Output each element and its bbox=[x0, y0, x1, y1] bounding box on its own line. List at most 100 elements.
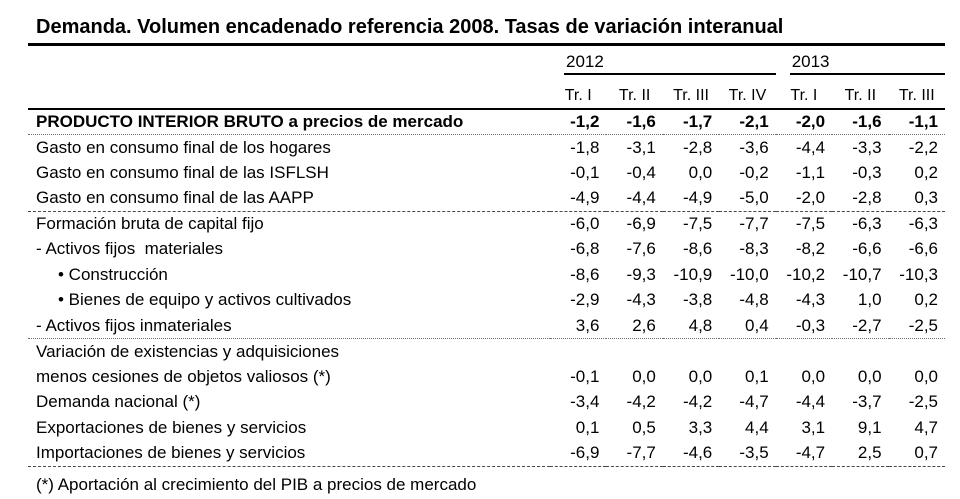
table-row: Formación bruta de capital fijo -6,0 -6,9 -… bbox=[28, 211, 945, 237]
row-label: Exportaciones de bienes y servicios bbox=[36, 417, 307, 437]
cell-value: -6,6 bbox=[852, 239, 882, 259]
cell-value: 0,7 bbox=[888, 440, 945, 467]
cell-value: 9,1 bbox=[857, 417, 882, 437]
year-header-2013-cell: 2013 bbox=[776, 46, 945, 75]
cell-value: -0,4 bbox=[626, 162, 656, 182]
years-row-spacer bbox=[28, 46, 550, 75]
cell-value: -6,0 bbox=[570, 214, 600, 233]
table-row: Importaciones de bienes y servicios -6,9-… bbox=[28, 440, 945, 467]
cell-value bbox=[889, 339, 945, 365]
row-label: • Construcción bbox=[58, 264, 168, 284]
cell-value: 2,6 bbox=[606, 313, 663, 339]
cell-value: -1,1 bbox=[888, 109, 945, 135]
cell-value: 4,4 bbox=[745, 417, 769, 437]
cell-value: -2,9 bbox=[570, 290, 600, 310]
cell-value: 0,0 bbox=[914, 366, 938, 386]
row-label: • Bienes de equipo y activos cultivados bbox=[58, 290, 352, 310]
table-row: Variación de existencias y adquisiciones bbox=[28, 339, 945, 365]
table-row: • Construcción -8,6 -9,3 -10,9 -10,0 -10,2 -10… bbox=[28, 262, 945, 288]
cell-value: -4,6 bbox=[662, 440, 720, 467]
row-label: PRODUCTO INTERIOR BRUTO a precios de mer… bbox=[28, 109, 550, 135]
cell-value: 0,0 bbox=[688, 366, 713, 386]
cell-value: -10,9 bbox=[673, 264, 713, 284]
cell-value: -4,4 bbox=[606, 185, 663, 212]
quarters-row: Tr. I Tr. II Tr. III Tr. IV Tr. I Tr. II… bbox=[28, 75, 945, 110]
table-row: Gasto en consumo final de los hogares -1,… bbox=[28, 135, 945, 161]
quarter-header: Tr. II bbox=[832, 75, 889, 110]
quarter-header: Tr. II bbox=[606, 75, 663, 110]
row-label: Gasto en consumo final de las ISFLSH bbox=[36, 162, 329, 182]
cell-value: -8,6 bbox=[682, 239, 713, 259]
cell-value: -10,2 bbox=[786, 264, 826, 284]
cell-value bbox=[663, 339, 719, 365]
cell-value: -0,1 bbox=[570, 366, 600, 386]
cell-value: 0,0 bbox=[632, 366, 656, 386]
cell-value: -4,2 bbox=[682, 392, 713, 412]
cell-value: -8,2 bbox=[795, 239, 826, 259]
cell-value: -7,7 bbox=[739, 214, 769, 233]
cell-value: -4,3 bbox=[626, 290, 656, 310]
cell-value: -2,8 bbox=[682, 137, 713, 157]
quarter-header: Tr. I bbox=[550, 75, 607, 110]
cell-value: -0,1 bbox=[570, 162, 600, 182]
cell-value: -2,7 bbox=[832, 313, 889, 339]
cell-value: -3,4 bbox=[570, 392, 600, 412]
cell-value: -4,3 bbox=[795, 290, 826, 310]
cell-value: -6,9 bbox=[626, 214, 656, 233]
cell-value: 4,7 bbox=[914, 417, 938, 437]
title-block: Demanda. Volumen encadenado referencia 2… bbox=[28, 17, 945, 46]
cell-value: -8,3 bbox=[739, 239, 769, 259]
cell-value bbox=[776, 339, 832, 365]
cell-value: -0,2 bbox=[739, 162, 769, 182]
table-row: Gasto en consumo final de las AAPP -4,9 -4… bbox=[28, 185, 945, 212]
quarter-header: Tr. III bbox=[662, 75, 720, 110]
cell-value: 0,1 bbox=[575, 417, 600, 437]
year-header-2012: 2012 bbox=[564, 53, 776, 75]
cell-value: 0,0 bbox=[688, 162, 713, 182]
cell-value: -4,7 bbox=[739, 392, 769, 412]
cell-value: -6,3 bbox=[852, 214, 882, 233]
cell-value bbox=[719, 339, 775, 365]
cell-value: 4,8 bbox=[662, 313, 720, 339]
cell-value: -10,0 bbox=[729, 264, 769, 284]
table-row: Demanda nacional (*) -3,4 -4,2 -4,2 -4,7 -4,4… bbox=[28, 390, 945, 416]
cell-value: -7,5 bbox=[795, 214, 826, 233]
quarters-row-spacer bbox=[28, 75, 550, 110]
cell-value: -3,3 bbox=[852, 137, 882, 157]
cell-value: -10,3 bbox=[899, 264, 938, 284]
table-header: 2012 2013 Tr. I Tr. II Tr. III Tr. IV Tr… bbox=[28, 46, 945, 110]
table-row: - Activos fijos materiales -6,8 -7,6 -8,6 -8… bbox=[28, 237, 945, 263]
cell-value: -6,9 bbox=[550, 440, 607, 467]
table-row: • Bienes de equipo y activos cultivados -… bbox=[28, 288, 945, 314]
row-label: - Activos fijos inmateriales bbox=[28, 313, 550, 339]
cell-value: -7,7 bbox=[606, 440, 663, 467]
cell-value: -4,7 bbox=[775, 440, 833, 467]
cell-value: -4,8 bbox=[739, 290, 769, 310]
cell-value bbox=[832, 339, 888, 365]
cell-value: -7,5 bbox=[682, 214, 713, 233]
row-label: - Activos fijos materiales bbox=[36, 239, 224, 259]
cell-value: -2,8 bbox=[832, 185, 889, 212]
row-label: Variación de existencias y adquisiciones bbox=[36, 341, 340, 361]
cell-value: -7,6 bbox=[626, 239, 656, 259]
row-label: menos cesiones de objetos valiosos (*) bbox=[36, 366, 331, 386]
cell-value: -5,0 bbox=[719, 185, 776, 212]
table-row: - Activos fijos inmateriales 3,6 2,6 4,8 0,4… bbox=[28, 313, 945, 339]
cell-value: -3,7 bbox=[852, 392, 882, 412]
cell-value: -4,2 bbox=[626, 392, 656, 412]
cell-value: -6,6 bbox=[908, 239, 938, 259]
page-title: Demanda. Volumen encadenado referencia 2… bbox=[36, 16, 784, 38]
cell-value: -4,9 bbox=[550, 185, 607, 212]
years-row: 2012 2013 bbox=[28, 46, 945, 75]
cell-value: -1,8 bbox=[570, 137, 600, 157]
year-header-2013: 2013 bbox=[789, 53, 945, 75]
cell-value: 0,0 bbox=[857, 366, 882, 386]
cell-value bbox=[606, 339, 662, 365]
year-header-2012-cell: 2012 bbox=[550, 46, 776, 75]
quarter-header: Tr. I bbox=[775, 75, 833, 110]
row-label: Formación bruta de capital fijo bbox=[36, 214, 264, 233]
cell-value: -3,1 bbox=[626, 137, 656, 157]
row-label: Importaciones de bienes y servicios bbox=[28, 440, 550, 467]
cell-value: 2,5 bbox=[832, 440, 889, 467]
